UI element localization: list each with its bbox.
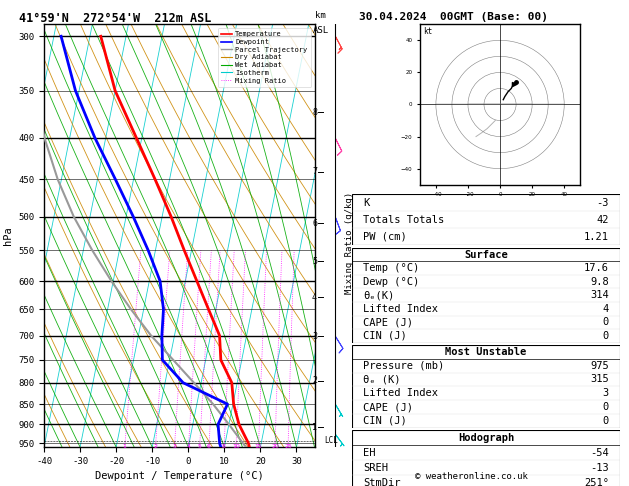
Text: 10: 10 — [232, 444, 240, 449]
Text: 3: 3 — [312, 331, 317, 341]
Text: 2: 2 — [153, 444, 157, 449]
Text: 0: 0 — [603, 416, 609, 426]
Text: 0: 0 — [603, 317, 609, 328]
Text: 1: 1 — [123, 444, 126, 449]
Text: EH: EH — [363, 448, 376, 458]
Text: CAPE (J): CAPE (J) — [363, 317, 413, 328]
Text: PW (cm): PW (cm) — [363, 232, 407, 242]
Legend: Temperature, Dewpoint, Parcel Trajectory, Dry Adiabat, Wet Adiabat, Isotherm, Mi: Temperature, Dewpoint, Parcel Trajectory… — [218, 28, 311, 87]
Text: 251°: 251° — [584, 478, 609, 486]
Text: Totals Totals: Totals Totals — [363, 215, 444, 225]
Text: -13: -13 — [590, 463, 609, 473]
Text: 1.21: 1.21 — [584, 232, 609, 242]
Text: Surface: Surface — [464, 250, 508, 260]
Text: 314: 314 — [590, 290, 609, 300]
Text: Pressure (mb): Pressure (mb) — [363, 361, 444, 371]
Text: StmDir: StmDir — [363, 478, 401, 486]
Text: θₑ (K): θₑ (K) — [363, 375, 401, 384]
Text: 42: 42 — [596, 215, 609, 225]
Text: -3: -3 — [596, 198, 609, 208]
Text: 41°59'N  272°54'W  212m ASL: 41°59'N 272°54'W 212m ASL — [19, 12, 211, 25]
Text: 0: 0 — [603, 331, 609, 341]
Text: km: km — [315, 11, 326, 20]
Text: © weatheronline.co.uk: © weatheronline.co.uk — [415, 472, 528, 481]
Text: 3: 3 — [172, 444, 177, 449]
Text: 4: 4 — [603, 304, 609, 314]
Text: 8: 8 — [222, 444, 226, 449]
Text: Hodograph: Hodograph — [458, 433, 514, 443]
X-axis label: Dewpoint / Temperature (°C): Dewpoint / Temperature (°C) — [95, 471, 264, 482]
Text: 25: 25 — [284, 444, 292, 449]
Text: 975: 975 — [590, 361, 609, 371]
Text: 30.04.2024  00GMT (Base: 00): 30.04.2024 00GMT (Base: 00) — [359, 12, 547, 22]
Text: θₑ(K): θₑ(K) — [363, 290, 394, 300]
Text: CAPE (J): CAPE (J) — [363, 402, 413, 412]
Text: 2: 2 — [312, 376, 317, 385]
Text: 5: 5 — [198, 444, 201, 449]
Text: 8: 8 — [312, 108, 317, 117]
Text: 7: 7 — [312, 167, 317, 176]
Text: 17.6: 17.6 — [584, 263, 609, 273]
Text: 315: 315 — [590, 375, 609, 384]
Text: -54: -54 — [590, 448, 609, 458]
Text: Temp (°C): Temp (°C) — [363, 263, 419, 273]
Text: Most Unstable: Most Unstable — [445, 347, 526, 357]
Text: CIN (J): CIN (J) — [363, 331, 407, 341]
Text: 6: 6 — [207, 444, 211, 449]
Text: LCL: LCL — [325, 436, 338, 445]
Text: ASL: ASL — [313, 26, 329, 35]
Text: 1: 1 — [312, 423, 317, 432]
Text: K: K — [363, 198, 369, 208]
Text: Dewp (°C): Dewp (°C) — [363, 277, 419, 287]
Y-axis label: hPa: hPa — [3, 226, 13, 245]
Text: Lifted Index: Lifted Index — [363, 304, 438, 314]
Text: CIN (J): CIN (J) — [363, 416, 407, 426]
Text: 4: 4 — [186, 444, 191, 449]
Text: 15: 15 — [255, 444, 262, 449]
Text: 9.8: 9.8 — [590, 277, 609, 287]
Text: kt: kt — [423, 27, 432, 36]
Text: Lifted Index: Lifted Index — [363, 388, 438, 398]
Text: 4: 4 — [312, 293, 317, 302]
Text: Mixing Ratio (g/kg): Mixing Ratio (g/kg) — [345, 192, 353, 294]
Text: 20: 20 — [271, 444, 279, 449]
Text: 3: 3 — [603, 388, 609, 398]
Text: 5: 5 — [312, 257, 317, 266]
Text: 6: 6 — [312, 219, 317, 227]
Text: 0: 0 — [603, 402, 609, 412]
Text: SREH: SREH — [363, 463, 388, 473]
